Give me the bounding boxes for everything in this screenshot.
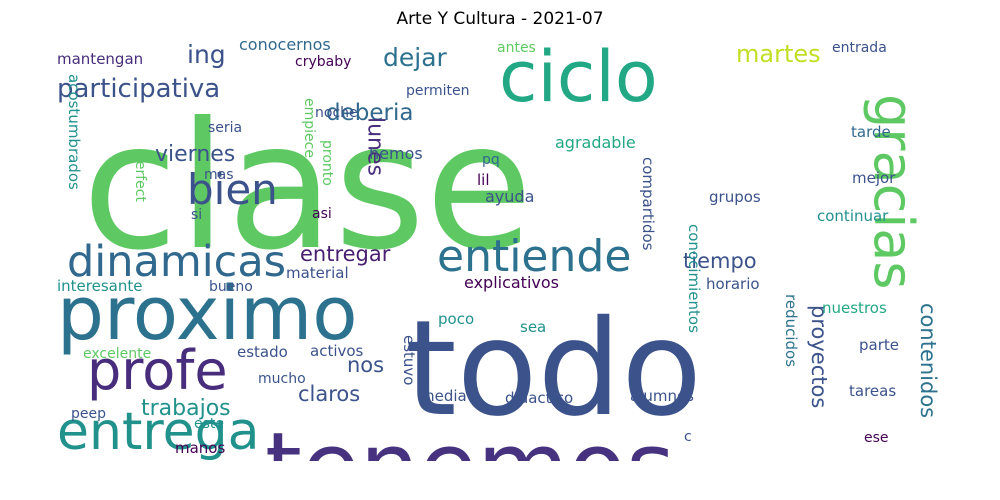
word-entiende: entiende (437, 231, 631, 282)
word-pronto: pronto (319, 140, 335, 186)
word-todo: todo (405, 292, 702, 446)
word-acostumbrados: acostumbrados (65, 74, 83, 190)
word-empiece: empiece (301, 98, 317, 158)
word-poco: poco (438, 310, 474, 328)
word-conocimientos: conocimientos (685, 224, 703, 333)
word-participativa: participativa (57, 74, 220, 104)
chart-title: Arte Y Cultura - 2021-07 (396, 9, 604, 29)
word-estado: estado (237, 343, 288, 361)
word-cloud: clasetodotenemosbuenacicloproximogracias… (57, 39, 945, 461)
word-mas: mas (204, 167, 234, 183)
word-si: si (191, 207, 202, 223)
word-parte: parte (859, 336, 899, 354)
word-tiempo: tiempo (683, 249, 757, 273)
word-ese: ese (864, 430, 889, 446)
word-compartidos: compartidos (639, 157, 657, 251)
word-c: c (684, 429, 692, 445)
word-media: media (420, 387, 467, 405)
word-manos: manos (175, 439, 225, 457)
word-explicativos: explicativos (464, 273, 559, 292)
word-gracias: gracias (862, 94, 925, 290)
word-antes: antes (497, 40, 536, 56)
word-entrada: entrada (832, 40, 887, 56)
word-proximo: proximo (57, 271, 357, 357)
word-noche: noche (315, 105, 358, 121)
word-activos: activos (310, 342, 364, 360)
word-conocernos: conocernos (239, 39, 331, 54)
word-horario: horario (706, 275, 760, 293)
word-hemos: hemos (369, 144, 423, 163)
word-nuestros: nuestros (822, 299, 887, 317)
word-ayuda: ayuda (485, 187, 534, 206)
word-crybaby: crybaby (295, 54, 351, 70)
word-agradable: agradable (555, 133, 636, 152)
word-bien: bien (187, 165, 278, 214)
word-nos: nos (347, 353, 384, 377)
word-ciclo: ciclo (499, 39, 658, 118)
word-sea: sea (520, 318, 546, 336)
word-verdad: verdad (97, 459, 170, 461)
word-material: material (286, 264, 349, 282)
word-excelente: excelente (83, 346, 151, 362)
word-mucho: mucho (258, 371, 306, 387)
word-dinamicas: dinamicas (67, 237, 286, 287)
word-lil: lil (477, 171, 490, 189)
word-seria: seria (208, 120, 242, 136)
word-deberia: deberia (326, 100, 413, 126)
word-reducidos: reducidos (782, 294, 800, 367)
word-perfect: perfect (132, 152, 148, 202)
word-interesante: interesante (57, 277, 142, 295)
word-claros: claros (298, 382, 360, 406)
word-cloud-canvas: clasetodotenemosbuenacicloproximogracias… (57, 39, 945, 461)
word-ing: ing (187, 40, 226, 69)
word-trabajos: trabajos (141, 396, 231, 421)
word-mejor: mejor (852, 169, 896, 187)
word-tareas: tareas (849, 382, 896, 400)
word-alumnos: alumnos (630, 387, 694, 405)
word-martes: martes (736, 40, 821, 68)
word-viernes: viernes (155, 142, 235, 167)
word-bueno: bueno (209, 279, 253, 295)
word-contenidos: contenidos (916, 303, 940, 418)
word-continuar: continuar (817, 207, 889, 225)
word-asi: asi (312, 206, 332, 222)
word-clase: clase (82, 86, 533, 289)
word-tenemos: tenemos (265, 413, 675, 461)
word-este: este (194, 416, 224, 432)
word-profe: profe (87, 339, 228, 402)
word-lunes: lunes (363, 117, 388, 176)
word-entretenida: entretenida (941, 44, 945, 242)
word-pq: pq (482, 152, 500, 168)
word-tarde: tarde (851, 123, 891, 141)
word-didactico: didactico (505, 389, 573, 407)
word-entrega: entrega (57, 402, 259, 461)
word-dejar: dejar (383, 43, 448, 72)
word-permiten: permiten (406, 83, 470, 99)
word-proyectos: proyectos (807, 305, 831, 408)
word-entregar: entregar (300, 242, 391, 266)
word-mantengan: mantengan (57, 50, 143, 68)
word-peep: peep (71, 406, 106, 422)
word-grupos: grupos (709, 188, 761, 206)
word-estuvo: estuvo (400, 335, 418, 386)
